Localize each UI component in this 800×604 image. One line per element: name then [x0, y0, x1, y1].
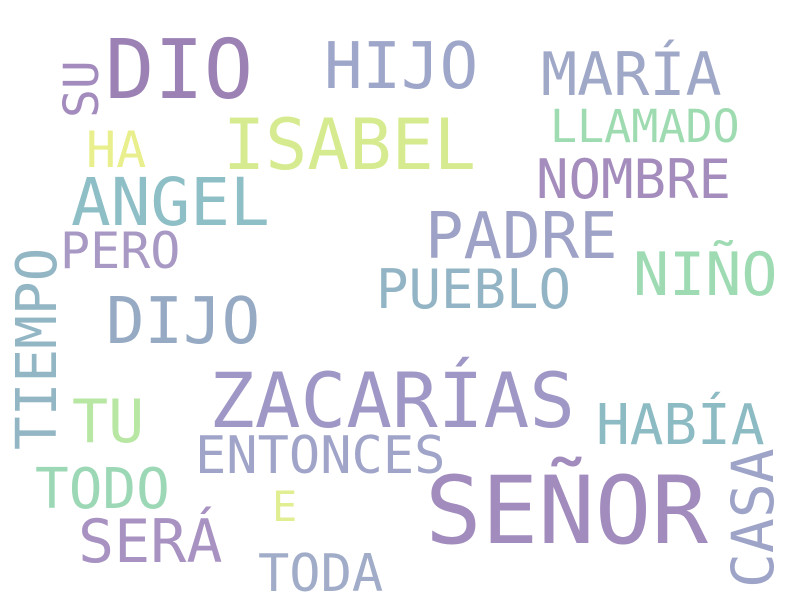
word-senor: SEÑOR: [425, 457, 708, 566]
word-tiempo: TIEMPO: [5, 247, 70, 450]
word-dio: DIO: [105, 23, 254, 118]
word-e: E: [272, 482, 298, 531]
word-angel: ANGEL: [71, 164, 270, 241]
word-pero: PERO: [60, 222, 181, 280]
word-tu: TU: [72, 387, 145, 457]
word-casa: CASA: [719, 448, 787, 588]
word-nombre: NOMBRE: [536, 148, 732, 211]
word-maria: MARÍA: [541, 40, 722, 110]
word-nino: NIÑO: [633, 240, 778, 310]
word-habia: HABÍA: [596, 393, 765, 458]
word-llamado: LLAMADO: [550, 100, 740, 153]
word-dijo: DIJO: [106, 285, 261, 359]
word-toda: TODA: [258, 544, 384, 604]
word-todo: TODO: [35, 457, 170, 522]
word-sera: SERÁ: [78, 507, 223, 577]
word-pueblo: PUEBLO: [376, 258, 572, 321]
word-su: SU: [54, 60, 110, 118]
word-ha: HA: [86, 121, 147, 179]
word-isabel: ISABEL: [223, 104, 476, 186]
word-entonces: ENTONCES: [195, 426, 446, 486]
word-hijo: HIJO: [324, 30, 479, 104]
word-padre: PADRE: [425, 200, 618, 274]
word-zacarias: ZACARÍAS: [209, 356, 576, 445]
